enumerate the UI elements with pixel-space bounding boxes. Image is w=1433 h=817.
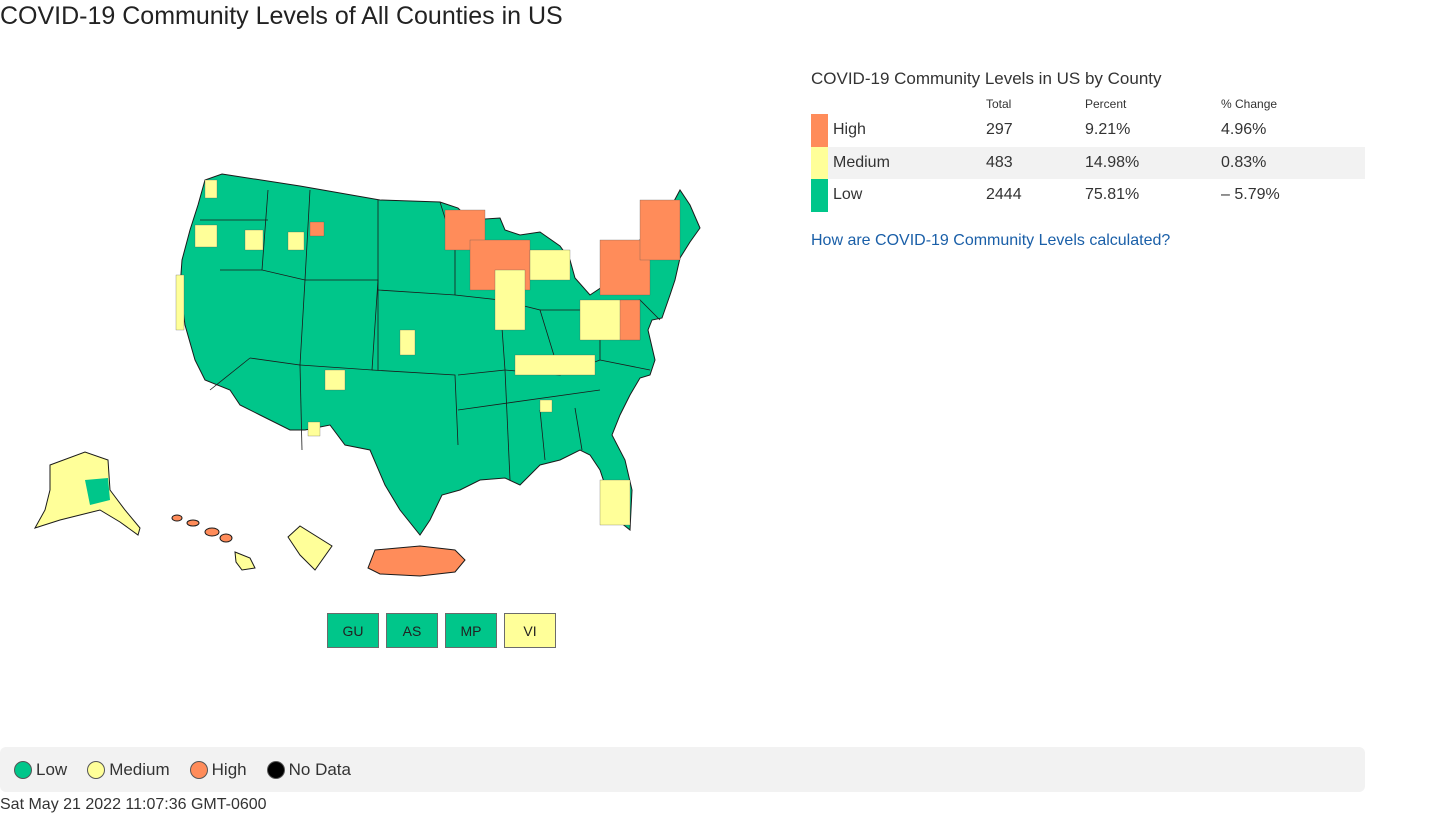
row-change: 4.96% [1221,121,1267,139]
legend-label: High [211,759,247,779]
map-legend: Low Medium High No Data [0,747,1365,792]
summary-table: Total Percent % Change High 297 9.21% 4.… [811,90,1365,212]
legend-label: Medium [109,759,170,779]
us-county-map[interactable] [0,160,720,590]
territory-mp-button[interactable]: MP [445,613,497,648]
legend-item-no-data: No Data [266,759,351,780]
row-change: 0.83% [1221,146,1365,179]
territory-gu-button[interactable]: GU [327,613,379,648]
legend-item-medium: Medium [87,759,170,780]
summary-row-high: High 297 9.21% 4.96% [811,114,1365,147]
territory-vi-button[interactable]: VI [504,613,556,648]
header-percent: Percent [1085,97,1127,111]
row-percent: 14.98% [1085,146,1221,179]
guam-island-shape[interactable] [287,525,333,571]
county-patches [175,179,681,526]
row-percent: 9.21% [1085,121,1131,139]
summary-row-low: Low 2444 75.81% – 5.79% [811,179,1365,212]
territory-as-button[interactable]: AS [386,613,438,648]
page-title: COVID-19 Community Levels of All Countie… [0,2,563,30]
low-dot-icon [14,760,32,779]
legend-item-high: High [189,759,247,780]
summary-title: COVID-19 Community Levels in US by Count… [811,69,1162,88]
legend-item-low: Low [14,760,67,780]
summary-row-medium: Medium 483 14.98% 0.83% [811,146,1365,179]
map-svg[interactable] [0,160,720,590]
legend-label: Low [36,759,68,779]
high-swatch [811,114,828,147]
header-total: Total [986,97,1012,111]
hawaii-shape[interactable] [171,514,256,571]
row-level: Medium [833,146,986,179]
row-total: 483 [986,146,1085,179]
header-change: % Change [1221,97,1278,111]
puerto-rico-shape[interactable] [367,545,466,577]
alaska-shape[interactable] [33,451,141,536]
row-level: High [833,121,866,139]
legend-label: No Data [288,759,351,779]
data-timestamp: Sat May 21 2022 11:07:36 GMT-0600 [0,796,267,813]
medium-dot-icon [87,760,106,779]
no-data-dot-icon [266,760,285,779]
summary-panel: COVID-19 Community Levels in US by Count… [811,68,1365,250]
row-percent: 75.81% [1085,186,1140,204]
row-total: 297 [986,121,1013,139]
medium-swatch [811,146,828,179]
territory-buttons: GU AS MP VI [327,613,556,648]
alaska-low-area [85,478,110,505]
high-dot-icon [189,760,208,779]
row-total: 2444 [986,186,1022,204]
row-change: – 5.79% [1221,186,1280,204]
row-level: Low [833,186,863,204]
low-swatch [811,179,828,212]
summary-header-row: Total Percent % Change [811,90,1365,114]
community-levels-info-link[interactable]: How are COVID-19 Community Levels calcul… [811,231,1171,249]
